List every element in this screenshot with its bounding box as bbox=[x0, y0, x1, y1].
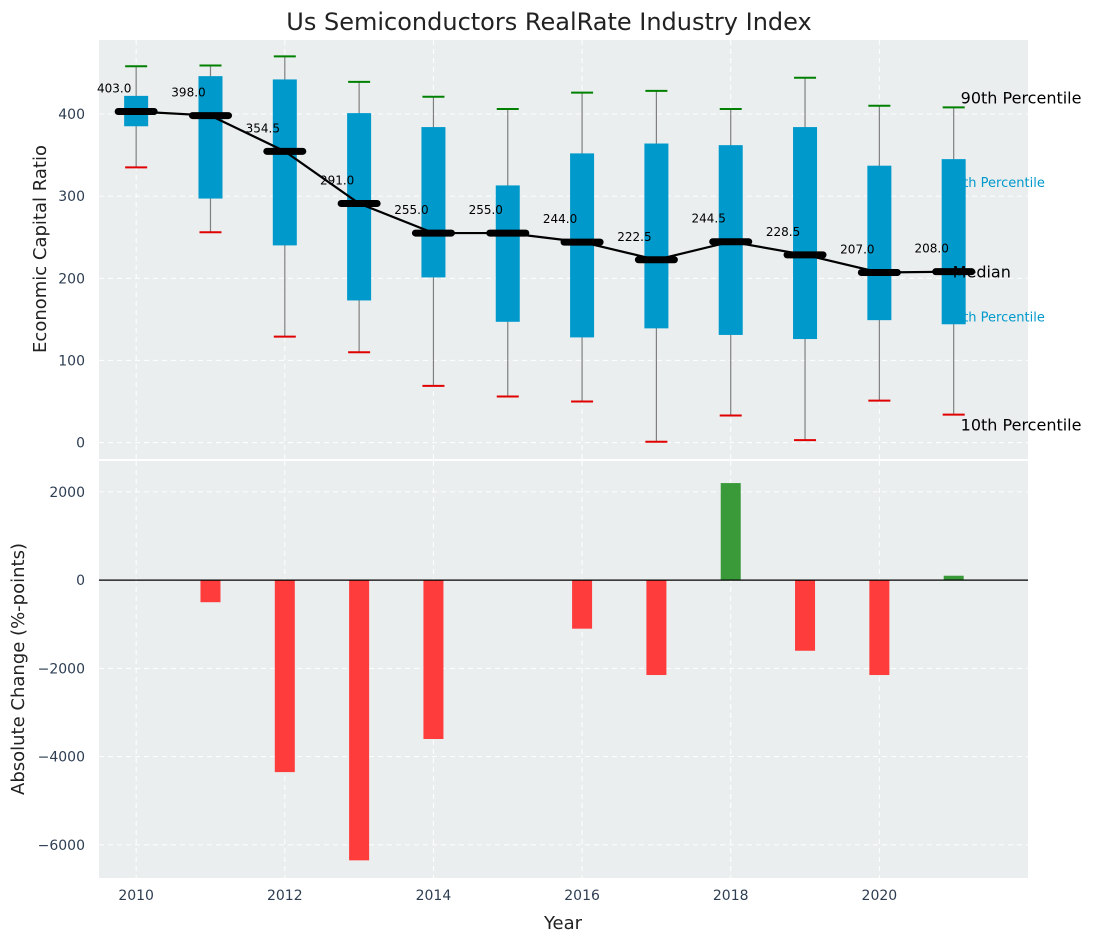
median-value-label: 228.5 bbox=[766, 225, 800, 239]
x-axis-label: Year bbox=[543, 913, 583, 934]
change-bar-2011 bbox=[200, 580, 221, 603]
box-2015 bbox=[495, 108, 520, 398]
median-value-label: 255.0 bbox=[469, 203, 503, 217]
change-bar-2014 bbox=[423, 580, 444, 739]
box-2012 bbox=[272, 55, 297, 338]
y-tick-label: 200 bbox=[58, 271, 85, 287]
change-bar-2017 bbox=[646, 580, 667, 676]
iqr-box bbox=[495, 185, 520, 322]
box-2011 bbox=[198, 64, 223, 234]
x-tick-label: 2012 bbox=[267, 888, 303, 904]
y-tick-label: −4000 bbox=[38, 750, 85, 766]
box-2021 bbox=[941, 106, 966, 416]
change-bar-2021 bbox=[943, 575, 964, 581]
y-tick-label: 100 bbox=[58, 353, 85, 369]
box-2019 bbox=[793, 76, 818, 442]
median-value-label: 354.5 bbox=[246, 121, 280, 135]
y-tick-label: 0 bbox=[76, 436, 85, 452]
x-tick-label: 2016 bbox=[564, 888, 600, 904]
top-panel-median-series: 403.0 398.0 354.5 291.0 255.0 255.0 244.0 222.5… bbox=[97, 81, 976, 277]
median-value-label: 222.5 bbox=[617, 230, 651, 244]
box-2014 bbox=[421, 95, 446, 387]
median-value-label: 398.0 bbox=[171, 86, 205, 100]
label-25th-percentile: 25th Percentile bbox=[947, 310, 1045, 325]
median-value-label: 403.0 bbox=[97, 81, 131, 95]
label-median: Median bbox=[953, 263, 1011, 282]
median-value-label: 291.0 bbox=[320, 173, 354, 187]
bottom-panel-y-ticks: −6000 −4000 −2000 0 2000 bbox=[38, 485, 85, 854]
bottom-panel-y-axis-label: Absolute Change (%-points) bbox=[8, 543, 29, 795]
median-value-label: 207.0 bbox=[840, 243, 874, 257]
box-2017 bbox=[644, 89, 669, 443]
label-90th-percentile: 90th Percentile bbox=[961, 88, 1082, 107]
change-bar-2019 bbox=[795, 580, 816, 651]
y-tick-label: −6000 bbox=[38, 838, 85, 854]
iqr-box bbox=[867, 165, 892, 321]
median-value-label: 208.0 bbox=[915, 242, 949, 256]
top-panel-y-axis-label: Economic Capital Ratio bbox=[30, 145, 51, 353]
y-tick-label: 400 bbox=[58, 107, 85, 123]
change-bar-2020 bbox=[869, 580, 890, 676]
iqr-box bbox=[198, 76, 223, 199]
y-tick-label: 0 bbox=[76, 573, 85, 589]
x-tick-label: 2014 bbox=[416, 888, 452, 904]
iqr-box bbox=[941, 159, 966, 325]
bottom-panel-bars bbox=[99, 483, 1028, 861]
median-value-label: 244.0 bbox=[543, 212, 577, 226]
change-bar-2013 bbox=[349, 580, 370, 861]
chart-title: Us Semiconductors RealRate Industry Inde… bbox=[286, 8, 811, 36]
median-value-label: 255.0 bbox=[394, 203, 428, 217]
x-tick-label: 2018 bbox=[713, 888, 749, 904]
box-2020 bbox=[867, 104, 892, 402]
iqr-box bbox=[421, 127, 446, 278]
change-bar-2012 bbox=[274, 580, 295, 773]
x-tick-label: 2020 bbox=[862, 888, 898, 904]
y-tick-label: 2000 bbox=[49, 485, 85, 501]
y-tick-label: 300 bbox=[58, 189, 85, 205]
iqr-box bbox=[644, 143, 669, 329]
top-panel-y-ticks: 0 100 200 300 400 bbox=[58, 107, 85, 452]
iqr-box bbox=[272, 79, 297, 246]
y-tick-label: −2000 bbox=[38, 661, 85, 677]
top-panel-percentile-labels: 90th Percentile 75th Percentile Median 25th… bbox=[947, 88, 1082, 434]
change-bar-2018 bbox=[720, 483, 741, 581]
label-75th-percentile: 75th Percentile bbox=[947, 176, 1045, 191]
change-bar-2016 bbox=[572, 580, 593, 629]
median-value-label: 244.5 bbox=[692, 212, 726, 226]
iqr-box bbox=[793, 127, 818, 340]
x-tick-label: 2010 bbox=[118, 888, 154, 904]
label-10th-percentile: 10th Percentile bbox=[961, 416, 1082, 435]
x-axis-ticks: 2010 2012 2014 2016 2018 2020 bbox=[118, 888, 897, 904]
